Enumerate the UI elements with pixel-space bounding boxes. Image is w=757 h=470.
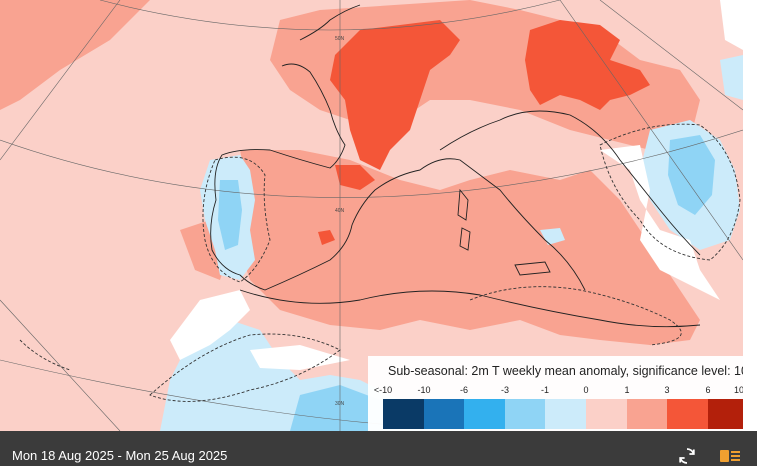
legend-swatch: [545, 399, 586, 429]
legend-tick: -6: [459, 385, 469, 395]
legend-swatch: [423, 399, 465, 429]
legend-title: Sub-seasonal: 2m T weekly mean anomaly, …: [388, 364, 743, 378]
layers-icon[interactable]: [720, 449, 740, 463]
legend-swatch: [626, 399, 668, 429]
legend-swatch: [707, 399, 743, 429]
map-edge: [743, 0, 757, 431]
coastlines: [210, 4, 701, 328]
legend-tick: 1: [624, 385, 630, 395]
legend-tick: -10: [417, 385, 431, 395]
lat-label-30n: 30N: [335, 401, 345, 407]
neutral-regions: [170, 0, 743, 370]
graticule: [0, 0, 743, 431]
legend-tick: 0: [583, 385, 589, 395]
legend-tick: 10: [733, 385, 743, 395]
legend-swatch: [585, 399, 627, 429]
legend-swatch: [504, 399, 546, 429]
legend-tick: 3: [664, 385, 670, 395]
refresh-icon[interactable]: [678, 447, 696, 465]
lat-label-50n: 50N: [335, 36, 345, 42]
legend-swatch: [667, 399, 708, 429]
date-range: Mon 18 Aug 2025 - Mon 25 Aug 2025: [12, 448, 228, 463]
legend-tick: -3: [500, 385, 510, 395]
anomaly-plus3-6-regions: [318, 20, 650, 245]
legend-swatch: [383, 399, 424, 429]
map-legend: Sub-seasonal: 2m T weekly mean anomaly, …: [368, 356, 743, 431]
significance-contours: [19, 123, 741, 402]
footer-bar: Mon 18 Aug 2025 - Mon 25 Aug 2025: [0, 431, 757, 466]
legend-swatch: [464, 399, 505, 429]
legend-tick: <-10: [373, 385, 393, 395]
legend-tick: 6: [705, 385, 711, 395]
anomaly-map: 50N 40N 30N: [0, 0, 743, 431]
lat-label-40n: 40N: [335, 208, 345, 214]
legend-tick: -1: [540, 385, 550, 395]
map-view[interactable]: 50N 40N 30N Sub-seasonal: 2m T weekly me…: [0, 0, 743, 431]
legend-ticks: <-10 -10 -6 -3 -1 0 1 3 6 10 >10: [368, 385, 743, 397]
legend-colorbar: [383, 399, 743, 429]
